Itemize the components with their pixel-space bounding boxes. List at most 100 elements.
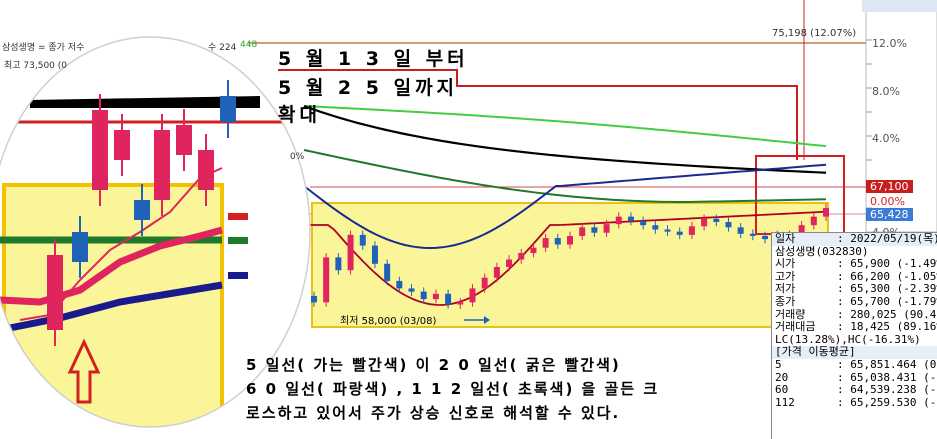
info-row-value: : 280,025 (90.42%) (837, 307, 937, 321)
info-row-label: [가격 이동평균] (775, 345, 856, 359)
info-row: 20 : 65,038.431 (-1. (772, 370, 937, 385)
ma448-line (303, 105, 827, 148)
average-price-tag: 65,428 (866, 208, 913, 221)
candle-body (567, 235, 573, 245)
candle-body (749, 233, 756, 236)
peak-label: 75,198 (12.07%) (772, 28, 857, 39)
candle-body (408, 288, 415, 292)
callout-connector (278, 69, 798, 160)
candle-body (737, 227, 744, 234)
zoom-legend-chip-green (228, 237, 248, 244)
current-price-tag: 67,100 (866, 180, 913, 193)
candle-body (664, 229, 671, 232)
candle-body (676, 231, 683, 235)
info-row-label: 112 (775, 395, 795, 409)
info-row: 고가: 66,200 (-1.05%) (772, 269, 937, 284)
ma224-line (303, 104, 827, 174)
info-row: 삼성생명(032830) (772, 244, 937, 259)
info-row-label: 60 (775, 383, 789, 397)
candle-body (371, 245, 378, 264)
zoom-highlight (2, 183, 224, 427)
info-row-label: 거래량 (775, 307, 806, 321)
candle-body (640, 220, 647, 226)
candle-body (469, 288, 476, 303)
info-row-label: LC(13.28%),HC(-16.31%) (775, 332, 921, 346)
candle-body (432, 293, 439, 300)
info-row-value: : 64,539.238 (-1. (837, 383, 937, 397)
candle-body (506, 259, 513, 267)
info-row-label: 삼성생명(032830) (775, 244, 869, 258)
note-line-1: 5 일선( 가는 빨간색) 이 2 0 일선( 굵은 빨간색) (246, 356, 621, 374)
zoom-candle-body (176, 125, 192, 155)
candle-body (810, 216, 817, 226)
candle-body (688, 226, 695, 235)
zoom-candle-body (198, 150, 214, 190)
zoom-lens-border (0, 36, 311, 428)
info-row-label: 시가 (775, 257, 796, 271)
legend-top-left: 삼성생명 = 종가 저수 (2, 43, 85, 53)
info-row-value: : 65,700 (-1.79%) (837, 294, 937, 308)
candle-body (615, 216, 622, 225)
heading-line-2: 5 월 2 5 일까지 (278, 77, 459, 99)
zoom-candle-body (134, 200, 150, 220)
zoom-ma224 (30, 96, 260, 108)
info-row: 60 : 64,539.238 (-1. (772, 383, 937, 397)
info-row-value: : 18,425 (89.16%) (837, 320, 937, 334)
zoom-candle-body (72, 232, 88, 262)
heading-line-1: 5 월 1 3 일 부터 (278, 48, 469, 70)
info-row-label: 저가 (775, 282, 796, 296)
info-row-label: 20 (775, 370, 789, 384)
percent-axis-panel (865, 0, 937, 233)
candle-body (335, 257, 342, 271)
zoom-candle-body (220, 96, 236, 122)
candle-body (725, 222, 732, 228)
info-row-value: : 65,259.530 (-0. (837, 395, 937, 409)
candle-body (396, 280, 403, 289)
candle-body (347, 234, 354, 271)
candle-body (652, 225, 659, 230)
legend-zoom-pct: 0% (290, 152, 305, 162)
candle-body (713, 218, 720, 222)
candle-body (603, 224, 610, 233)
info-row-value: : 65,900 (-1.49%) (837, 257, 937, 271)
info-row-label: 일자 (775, 232, 796, 245)
candle-body (591, 227, 598, 233)
candle-body (323, 257, 330, 303)
info-row-label: 5 (775, 357, 782, 371)
candle-body (823, 208, 829, 217)
candle-body (627, 216, 634, 221)
candle-body (701, 218, 708, 227)
candle-body (762, 235, 769, 240)
info-row: LC(13.28%),HC(-16.31%) (772, 332, 937, 347)
price-info-panel: 일자: 2022/05/19(목) 삼성생명(032830) 시가: 65,900 … (771, 232, 937, 439)
candle-body (359, 234, 366, 246)
info-row: 거래량 : 280,025 (90.42%) (772, 307, 937, 322)
candle-body (530, 247, 537, 254)
tick-0pct: 0.00% (870, 195, 905, 208)
info-row: 거래대금: 18,425 (89.16%) (772, 320, 937, 334)
zoom-ma20 (0, 226, 223, 306)
info-row: 112 : 65,259.530 (-0. (772, 395, 937, 410)
info-row-value: : 65,300 (-2.39%) (837, 282, 937, 296)
tick-12pct: 12.0% (872, 37, 907, 50)
zoom-legend-chip-red (228, 213, 248, 220)
up-arrow-icon (67, 338, 101, 404)
info-row-value: : 65,851.464 (0.2 (837, 357, 937, 371)
zoom-candle-body (47, 255, 63, 330)
info-row-value: : 66,200 (-1.05%) (837, 269, 937, 283)
info-row: 종가 : 65,700 (-1.79%) (772, 294, 937, 309)
candle-body (384, 263, 391, 281)
info-row: 5 : 65,851.464 (0.2 (772, 357, 937, 372)
axis-header-strip (862, 0, 937, 12)
info-row-value: : 65,038.431 (-1. (837, 370, 937, 384)
zoom-candle-body (154, 130, 170, 200)
note-line-2: 6 0 일선( 파랑색) , 1 1 2 일선( 초록색) 을 골든 크 (246, 380, 660, 398)
ma112-line (303, 149, 827, 204)
zoom-lens (0, 37, 310, 427)
candle-body (554, 238, 561, 245)
low-label: 최저 58,000 (03/08) (340, 316, 437, 327)
legend-top-mid: 수 224 (208, 43, 237, 53)
info-row-label: 종가 (775, 294, 796, 308)
zoom-candle-body (92, 110, 108, 190)
